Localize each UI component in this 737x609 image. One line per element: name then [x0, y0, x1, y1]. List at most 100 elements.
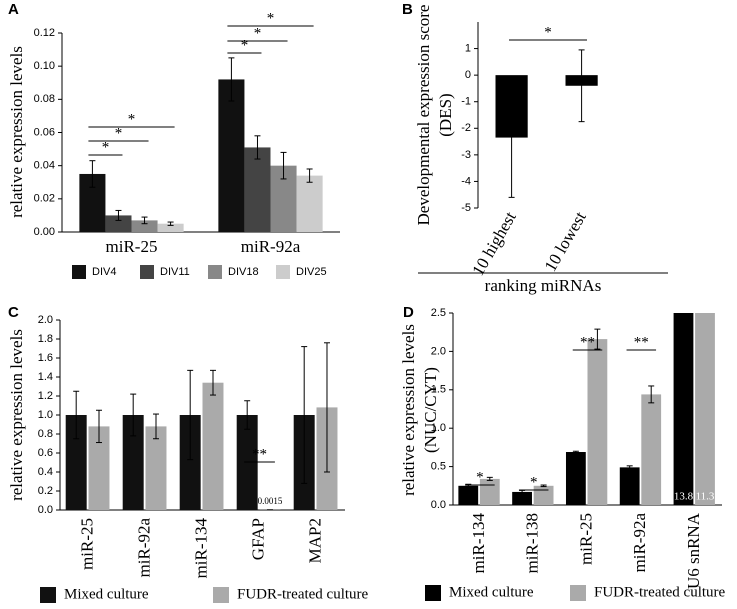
bar — [533, 485, 554, 505]
x-tick-label: miR-92a — [630, 513, 649, 573]
x-tick-label: U6 snRNA — [684, 512, 703, 589]
value-label: 11.3 — [696, 491, 715, 503]
significance-mark: * — [241, 37, 249, 53]
bar — [157, 223, 184, 232]
y-tick-label: 0.02 — [34, 193, 55, 205]
y-tick-label: 0.2 — [38, 485, 53, 497]
y-tick-label: 1 — [465, 42, 471, 54]
plot-area — [79, 79, 323, 232]
bar — [641, 394, 662, 505]
bar — [202, 382, 224, 510]
bar — [695, 313, 715, 505]
panel-letter: A — [8, 1, 19, 18]
bar — [65, 415, 87, 510]
bar — [88, 426, 110, 510]
x-tick-label: miR-25 — [576, 513, 595, 565]
y-tick-label: 0.10 — [34, 60, 55, 72]
y-tick-label: 0.06 — [34, 126, 55, 138]
x-axis-label: ranking miRNAs — [485, 276, 602, 295]
y-axis-label: relative expression levels — [399, 324, 418, 496]
legend-swatch — [570, 585, 586, 601]
y-tick-label: -4 — [461, 175, 471, 187]
legend-label: DIV18 — [228, 266, 259, 278]
y-tick-label: -5 — [461, 202, 471, 214]
value-label: 0.0015 — [258, 496, 283, 506]
x-tick-label: miR-25 — [106, 237, 158, 256]
y-tick-label: 1.6 — [38, 352, 53, 364]
bar — [105, 215, 132, 232]
plot-area — [495, 75, 598, 138]
significance-mark: * — [115, 125, 123, 141]
bar — [131, 220, 158, 232]
bar — [458, 485, 479, 505]
bar — [587, 339, 608, 505]
legend-swatch — [40, 587, 56, 603]
bar — [296, 175, 323, 232]
legend-label: DIV4 — [92, 266, 116, 278]
significance-mark: * — [267, 10, 275, 26]
x-tick-label: miR-134 — [191, 518, 210, 579]
panel-letter: C — [8, 304, 19, 321]
legend-label: Mixed culture — [449, 584, 534, 600]
y-tick-label: 0.08 — [34, 93, 55, 105]
significance-mark: * — [254, 25, 262, 41]
significance-mark: * — [530, 474, 538, 490]
y-tick-label: 1.5 — [431, 384, 446, 396]
y-tick-label: 0.4 — [38, 466, 53, 478]
significance-mark: ** — [634, 334, 649, 350]
significance-mark: ** — [580, 334, 595, 350]
y-axis-label: relative expression levels — [7, 46, 26, 218]
y-tick-label: 2.0 — [431, 345, 446, 357]
y-tick-label: 0.0 — [431, 499, 446, 511]
bar — [244, 147, 271, 232]
x-tick-label: 10 lowest — [541, 208, 590, 275]
legend-label: DIV11 — [160, 266, 190, 278]
significance-mark: * — [476, 469, 484, 485]
bar — [122, 415, 144, 510]
panel-letter: B — [402, 1, 413, 18]
x-tick-label: miR-92a — [241, 237, 301, 256]
y-tick-label: -1 — [461, 96, 471, 108]
bar — [619, 467, 640, 505]
y-tick-label: -3 — [461, 149, 471, 161]
y-tick-label: 0.8 — [38, 428, 53, 440]
y-tick-label: 1.0 — [431, 422, 446, 434]
panel-letter: D — [403, 304, 414, 321]
y-axis-label: (DES) — [436, 93, 455, 136]
y-tick-label: 0.0 — [38, 504, 53, 516]
legend-swatch — [72, 265, 86, 279]
legend-label: DIV25 — [296, 266, 327, 278]
x-tick-label: GFAP — [248, 518, 267, 560]
panel: B Developmental expression score (DES) -5 -4… — [402, 1, 668, 295]
significance-mark: ** — [252, 446, 267, 462]
legend-swatch — [276, 265, 290, 279]
y-tick-label: 1.2 — [38, 390, 53, 402]
legend-swatch — [140, 265, 154, 279]
bar — [512, 491, 532, 505]
bar — [145, 426, 167, 510]
y-axis-label: (NUC/CYT) — [421, 367, 440, 453]
y-axis-label: Developmental expression score — [414, 5, 433, 226]
y-tick-label: -2 — [461, 122, 471, 134]
significance-mark: * — [102, 139, 110, 155]
y-tick-label: 1.0 — [38, 409, 53, 421]
y-tick-label: 0 — [465, 69, 471, 81]
legend-label: FUDR-treated culture — [594, 584, 726, 600]
x-tick-label: miR-138 — [523, 513, 542, 573]
y-tick-label: 0.12 — [34, 27, 55, 39]
y-axis-label: relative expression levels — [7, 329, 26, 501]
y-tick-label: 1.8 — [38, 333, 53, 345]
legend-swatch — [208, 265, 222, 279]
y-tick-label: 0.6 — [38, 447, 53, 459]
legend-swatch — [425, 585, 441, 601]
y-tick-label: 0.00 — [34, 226, 55, 238]
legend-label: FUDR-treated culture — [237, 586, 369, 602]
y-tick-label: 0.5 — [431, 461, 446, 473]
x-tick-label: MAP2 — [305, 518, 324, 563]
bar — [218, 79, 245, 232]
significance-mark: * — [544, 24, 552, 40]
